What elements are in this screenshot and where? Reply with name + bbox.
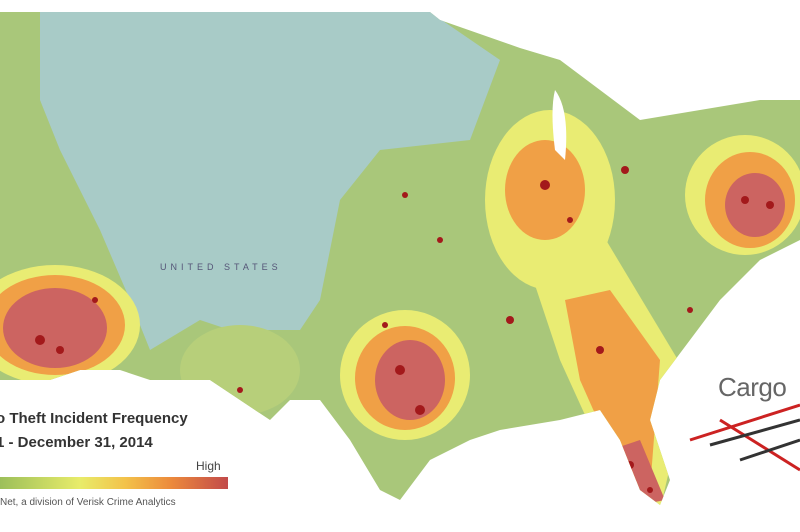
hotspot-midwest-southeast <box>485 110 690 505</box>
legend-date-range: 1 - December 31, 2014 <box>0 434 153 451</box>
north-region <box>40 12 500 350</box>
hotspot-northeast <box>685 135 800 255</box>
region-new-mexico <box>180 325 300 415</box>
hotspot-california <box>0 265 140 385</box>
lake-michigan <box>552 90 567 160</box>
logo-graphic <box>689 403 800 472</box>
legend-credit: Net, a division of Verisk Crime Analytic… <box>0 497 176 508</box>
incident-points <box>35 166 774 493</box>
legend-high-label: High <box>196 459 221 473</box>
legend-color-scale <box>0 477 228 489</box>
legend-title: o Theft Incident Frequency <box>0 410 188 427</box>
country-label: UNITED STATES <box>160 262 282 272</box>
cargonet-logo: Cargo <box>718 372 787 402</box>
hotspot-texas <box>340 310 470 440</box>
